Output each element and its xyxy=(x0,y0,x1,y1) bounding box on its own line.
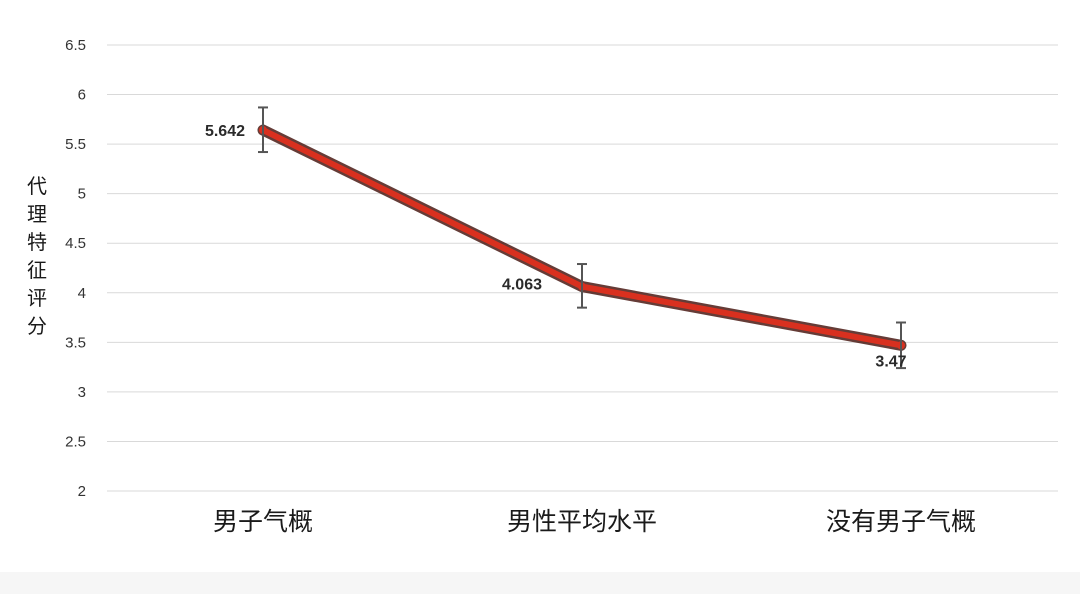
data-labels: 5.642 4.063 3.47 xyxy=(205,123,907,370)
data-label: 4.063 xyxy=(502,277,542,294)
error-bar xyxy=(577,263,587,309)
x-tick-label: 男子气概 xyxy=(213,507,313,536)
bottom-strip xyxy=(0,572,1080,594)
x-tick-label: 男性平均水平 xyxy=(507,507,657,536)
y-axis-label-char: 征 xyxy=(27,258,47,282)
data-label: 3.47 xyxy=(875,353,906,370)
y-axis-label-char: 分 xyxy=(27,314,47,338)
y-tick-label: 5.5 xyxy=(65,136,86,153)
y-tick-label: 5 xyxy=(78,186,86,203)
y-tick-label: 6 xyxy=(78,87,86,104)
y-tick-label: 4.5 xyxy=(65,235,86,252)
y-tick-label: 2 xyxy=(78,483,86,500)
y-tick-label: 3 xyxy=(78,384,86,401)
y-axis-ticks: 2 2.5 3 3.5 4 4.5 5 5.5 6 6.5 xyxy=(65,37,86,500)
y-axis-label-char: 理 xyxy=(27,202,47,226)
y-tick-label: 3.5 xyxy=(65,334,86,351)
x-tick-label: 没有男子气概 xyxy=(826,507,976,536)
error-bar xyxy=(896,321,906,370)
y-tick-label: 4 xyxy=(78,285,86,302)
error-bars xyxy=(258,106,906,370)
series-line xyxy=(257,124,907,351)
y-tick-label: 6.5 xyxy=(65,37,86,54)
y-axis-label-char: 评 xyxy=(27,286,47,310)
x-axis-ticks: 男子气概 男性平均水平 没有男子气概 xyxy=(213,507,976,536)
series-line-shadow xyxy=(257,124,907,351)
y-axis-label-char: 代 xyxy=(27,174,47,198)
error-bar xyxy=(258,106,268,154)
data-label: 5.642 xyxy=(205,123,245,140)
series-line-path xyxy=(260,127,904,349)
y-axis-label-char: 特 xyxy=(27,230,47,254)
y-tick-label: 2.5 xyxy=(65,433,86,450)
